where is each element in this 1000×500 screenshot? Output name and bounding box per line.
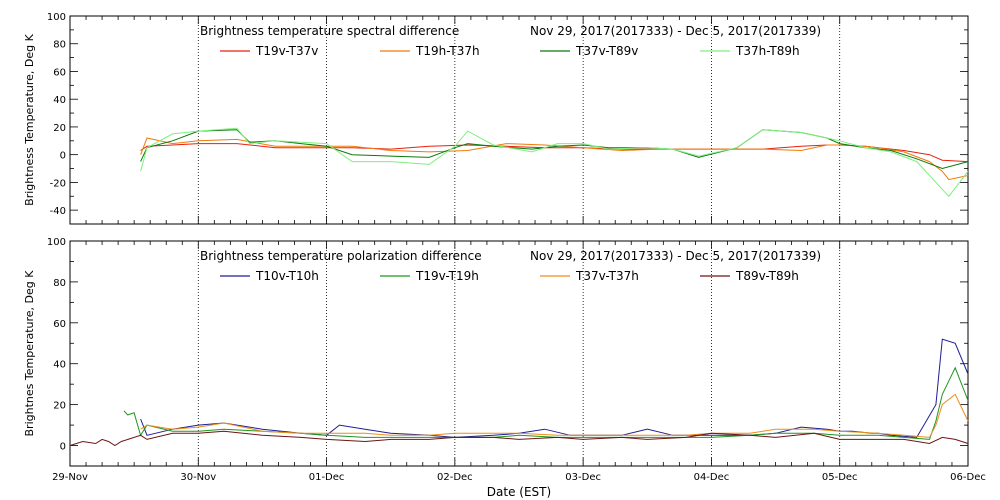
y-tick-label: 100 (47, 237, 66, 248)
y-tick-label: 60 (53, 67, 66, 78)
x-tick-label: 01-Dec (309, 472, 345, 483)
x-tick-label: 03-Dec (565, 472, 601, 483)
y-tick-label: 0 (60, 151, 66, 162)
plot-frame (69, 240, 969, 467)
chart-title: Brightness temperature spectral differen… (200, 24, 459, 38)
y-tick-label: 80 (53, 40, 66, 51)
legend-label: T10v-T10h (255, 269, 319, 283)
legend-label: T19v-T19h (415, 269, 479, 283)
x-axis-label: Date (EST) (487, 485, 551, 499)
legend-label: T89v-T89h (735, 269, 799, 283)
y-tick-label: 20 (53, 401, 66, 412)
x-tick-label: 06-Dec (950, 472, 986, 483)
series-line-T19v-T19h (123, 366, 969, 440)
legend-label: T37h-T89h (735, 44, 800, 58)
y-tick-label: 80 (53, 278, 66, 289)
plot-frame (69, 15, 969, 225)
y-tick-label: 20 (53, 123, 66, 134)
y-tick-label: 60 (53, 319, 66, 330)
y-tick-label: -40 (50, 206, 66, 217)
y-axis-label: Brightness Temperature, Deg K (23, 33, 36, 205)
y-tick-label: 40 (53, 360, 66, 371)
x-tick-label: 29-Nov (52, 472, 88, 483)
x-tick-label: 05-Dec (822, 472, 858, 483)
chart-title: Brightness temperature polarization diff… (200, 249, 482, 263)
y-tick-label: 40 (53, 95, 66, 106)
legend-label: T19v-T37v (255, 44, 318, 58)
x-tick-label: 04-Dec (694, 472, 730, 483)
y-tick-label: 100 (47, 12, 66, 23)
y-tick-label: 0 (60, 442, 66, 453)
chart-date-range: Nov 29, 2017(2017333) - Dec 5, 2017(2017… (530, 249, 821, 263)
chart-date-range: Nov 29, 2017(2017333) - Dec 5, 2017(2017… (530, 24, 821, 38)
legend-label: T37v-T89v (575, 44, 638, 58)
y-tick-label: -20 (50, 178, 66, 189)
series-line-T37v-T37h (140, 393, 969, 438)
legend-label: T37v-T37h (575, 269, 639, 283)
x-tick-label: 02-Dec (437, 472, 473, 483)
panel-polarization-difference: 0 20 40 60 80 100 Brightnes Temperature, Deg K… (23, 237, 969, 467)
legend-label: T19h-T37h (415, 44, 480, 58)
x-tick-label: 30-Nov (180, 472, 216, 483)
series-line-T19h-T37h (140, 137, 969, 181)
panel-spectral-difference: -40 -20 0 20 40 60 80 100 Brightness Temperature… (23, 12, 969, 225)
y-axis-label: Brightnes Temperature, Deg K (23, 270, 36, 437)
series-line-T89v-T89h (69, 430, 969, 447)
series-line-T37h-T89h (140, 127, 969, 198)
